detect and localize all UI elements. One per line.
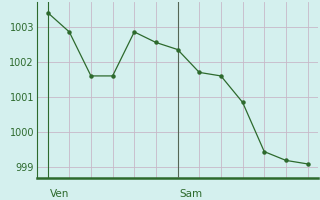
- Text: Ven: Ven: [50, 189, 69, 199]
- Text: Sam: Sam: [180, 189, 203, 199]
